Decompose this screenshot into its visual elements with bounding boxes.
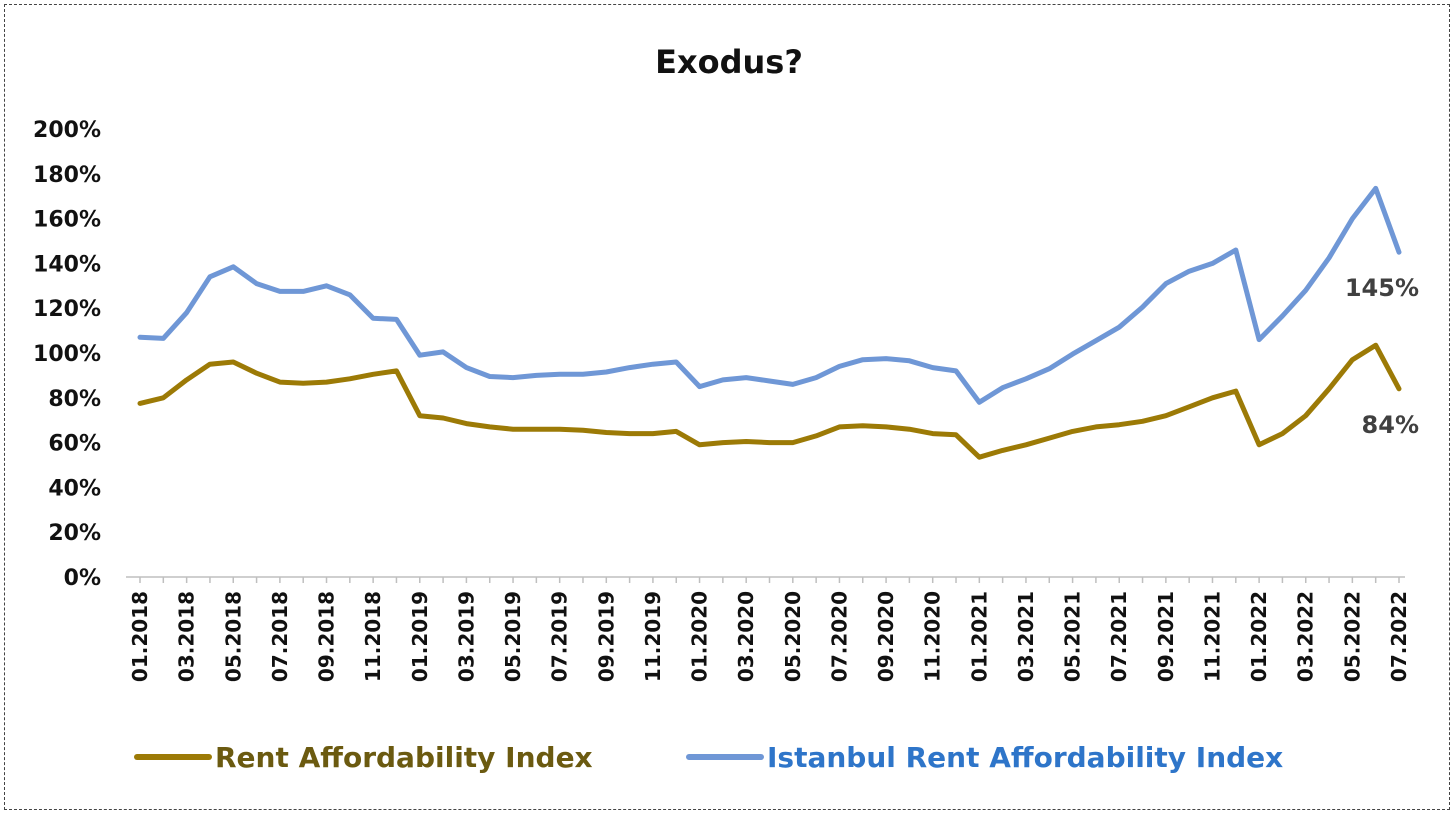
x-axis-ticks: 01.2018 03.2018 05.2018 07.2018 09.2018 11.20… (128, 591, 1411, 682)
series-lines (137, 185, 1402, 460)
x-tick-label: 11.2020 (921, 591, 945, 682)
y-tick-label: 0% (64, 566, 101, 591)
x-tick-label: 11.2021 (1200, 591, 1224, 682)
x-tick-label: 09.2019 (594, 591, 618, 682)
y-tick-label: 20% (48, 521, 101, 546)
y-tick-label: 160% (33, 208, 101, 233)
y-axis-ticks: 0% 20% 40% 60% 80% 100% 120% 140% 160% 180% 200% (33, 118, 101, 591)
y-tick-label: 100% (33, 342, 101, 367)
x-tick-label: 03.2020 (734, 591, 758, 682)
end-labels: 84% 145% (1345, 274, 1419, 439)
x-tick-label: 01.2018 (128, 591, 152, 682)
line-chart: Exodus? 0% 20% 40% 60% 80% 100% 120% 140% 160% 18… (33, 43, 1419, 774)
x-tick-label: 03.2018 (175, 591, 199, 682)
x-tick-label: 07.2022 (1387, 591, 1411, 682)
series-line (137, 342, 1402, 460)
x-tick-label: 07.2020 (827, 591, 851, 682)
y-tick-label: 40% (48, 476, 101, 501)
x-tick-label: 05.2022 (1340, 591, 1364, 682)
x-tick-label: 03.2019 (454, 591, 478, 682)
legend: Rent Affordability Index Istanbul Rent Af… (134, 741, 1283, 774)
x-tick-label: 11.2019 (641, 591, 665, 682)
x-tick-label: 11.2018 (361, 591, 385, 682)
x-tick-label: 05.2020 (781, 591, 805, 682)
x-tick-label: 03.2022 (1294, 591, 1318, 682)
chart-frame: Exodus? 0% 20% 40% 60% 80% 100% 120% 140% 160% 18… (4, 4, 1450, 810)
x-tick-label: 05.2021 (1061, 591, 1085, 682)
y-tick-label: 200% (33, 118, 101, 143)
end-value-label: 145% (1345, 274, 1419, 302)
x-tick-label: 05.2019 (501, 591, 525, 682)
series-line (137, 185, 1402, 405)
y-tick-label: 60% (48, 432, 101, 457)
legend-label: Rent Affordability Index (215, 741, 593, 774)
y-tick-label: 180% (33, 163, 101, 188)
x-tick-label: 07.2019 (548, 591, 572, 682)
x-tick-label: 09.2020 (874, 591, 898, 682)
x-tick-label: 03.2021 (1014, 591, 1038, 682)
end-value-label: 84% (1362, 411, 1419, 439)
chart-title: Exodus? (655, 43, 803, 81)
y-tick-label: 120% (33, 297, 101, 322)
y-tick-label: 140% (33, 252, 101, 277)
x-axis-tickmarks (139, 577, 1400, 583)
x-tick-label: 07.2021 (1107, 591, 1131, 682)
x-tick-label: 01.2020 (688, 591, 712, 682)
x-tick-label: 09.2018 (315, 591, 339, 682)
y-tick-label: 80% (48, 387, 101, 412)
x-tick-label: 01.2019 (408, 591, 432, 682)
x-tick-label: 05.2018 (221, 591, 245, 682)
legend-label: Istanbul Rent Affordability Index (767, 741, 1283, 774)
x-tick-label: 01.2021 (967, 591, 991, 682)
x-tick-label: 01.2022 (1247, 591, 1271, 682)
x-tick-label: 07.2018 (268, 591, 292, 682)
x-tick-label: 09.2021 (1154, 591, 1178, 682)
